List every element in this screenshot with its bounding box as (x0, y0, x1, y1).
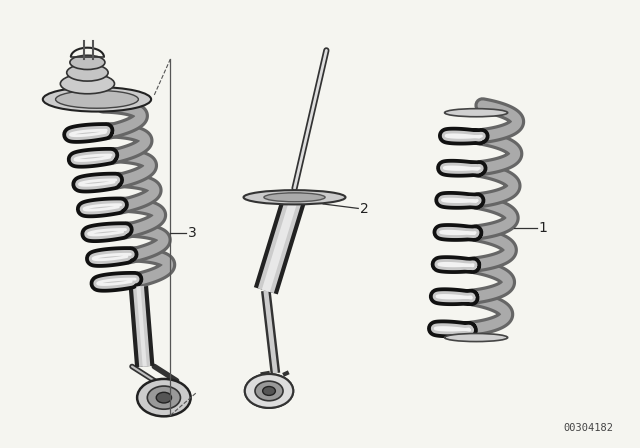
Ellipse shape (445, 109, 508, 117)
Ellipse shape (445, 333, 508, 341)
Circle shape (255, 381, 283, 401)
Ellipse shape (56, 90, 138, 108)
Circle shape (147, 386, 180, 409)
Text: 3: 3 (188, 226, 197, 240)
Ellipse shape (264, 193, 325, 202)
Circle shape (262, 387, 275, 396)
Circle shape (137, 379, 191, 416)
Ellipse shape (43, 87, 151, 112)
Circle shape (156, 392, 172, 403)
Circle shape (245, 374, 293, 408)
Circle shape (245, 374, 293, 408)
Ellipse shape (244, 190, 346, 204)
Ellipse shape (67, 64, 108, 81)
Ellipse shape (60, 74, 115, 94)
Text: 2: 2 (360, 202, 369, 216)
Text: 1: 1 (539, 221, 547, 236)
Ellipse shape (70, 55, 105, 69)
Text: 00304182: 00304182 (563, 423, 613, 433)
